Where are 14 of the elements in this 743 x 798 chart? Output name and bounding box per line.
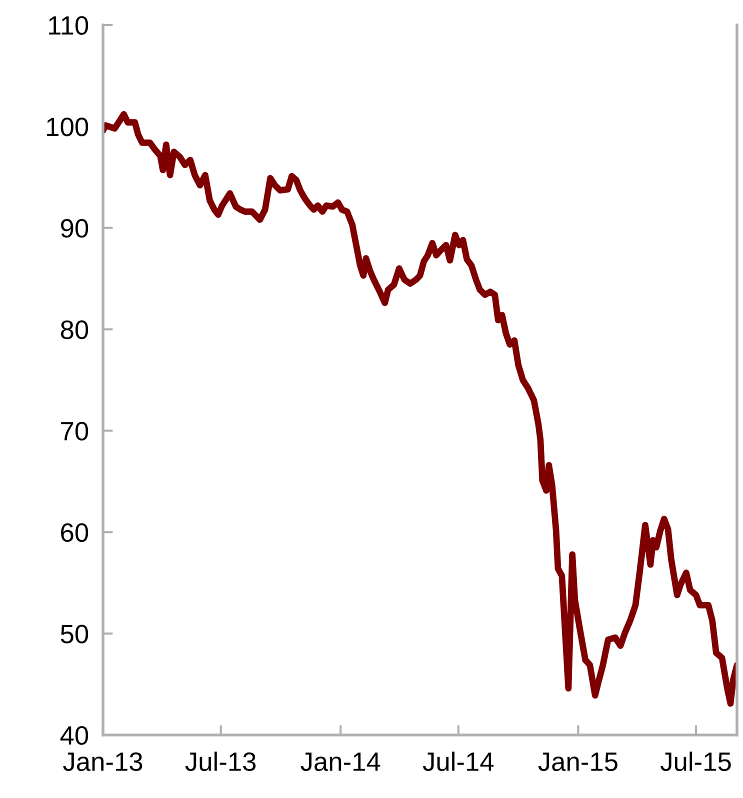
x-tick-label: Jan-13	[63, 752, 142, 772]
y-tick-label: 60	[61, 523, 88, 542]
x-tick-label: Jul-15	[660, 752, 731, 772]
y-tick-label: 100	[47, 118, 88, 136]
y-tick-label: 80	[60, 320, 88, 340]
x-tick-label: Jul-14	[422, 752, 494, 772]
y-tick-label: 110	[49, 16, 88, 35]
y-tick-label: 90	[61, 218, 88, 238]
x-tick-label: Jan-15	[538, 752, 618, 772]
y-tick-label: 40	[60, 726, 88, 745]
y-tick-label: 70	[61, 422, 88, 441]
y-tick-label: 50	[60, 624, 88, 644]
x-tick-label: Jan-14	[300, 752, 380, 772]
x-tick-label: Jul-13	[185, 752, 256, 772]
